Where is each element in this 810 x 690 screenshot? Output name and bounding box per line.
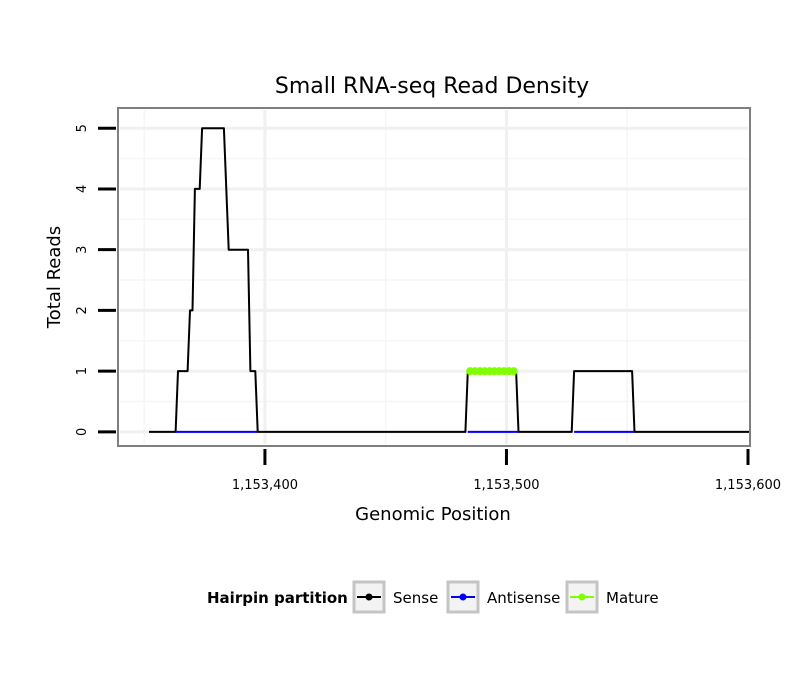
y-axis-label: Total Reads [44,226,65,329]
x-axis-ticks: 1,153,400 1,153,500 1,153,600 [232,449,781,493]
y-tick-label: 5 [75,124,90,132]
plot-panel-border [117,107,751,447]
legend-label-sense: Sense [393,589,438,607]
y-tick-label: 3 [75,246,90,254]
y-axis-ticks: 0 1 2 3 4 5 [75,124,116,436]
legend-item-sense: Sense [352,580,438,614]
legend-key-sense-point [365,593,373,601]
legend-label-mature: Mature [606,589,659,607]
sense-series-line [149,127,751,433]
grid [120,110,748,444]
legend: Hairpin partition Sense Antisense Mature [207,580,659,614]
mature-point [509,367,518,376]
chart-title: Small RNA-seq Read Density [275,74,589,99]
y-tick-label: 2 [75,306,90,314]
x-tick-label: 1,153,500 [473,478,539,493]
legend-title: Hairpin partition [207,589,348,607]
plot-background [120,110,748,444]
data-series [149,127,751,433]
legend-label-antisense: Antisense [487,589,560,607]
x-tick-label: 1,153,600 [715,478,781,493]
y-tick-label: 1 [75,367,90,375]
x-tick-label: 1,153,400 [232,478,298,493]
y-tick-label: 0 [75,428,90,436]
legend-item-mature: Mature [565,580,659,614]
y-tick-label: 4 [75,185,90,193]
x-axis-label: Genomic Position [355,504,511,525]
legend-key-mature-point [578,593,586,601]
legend-key-antisense-point [459,593,467,601]
legend-item-antisense: Antisense [446,580,560,614]
